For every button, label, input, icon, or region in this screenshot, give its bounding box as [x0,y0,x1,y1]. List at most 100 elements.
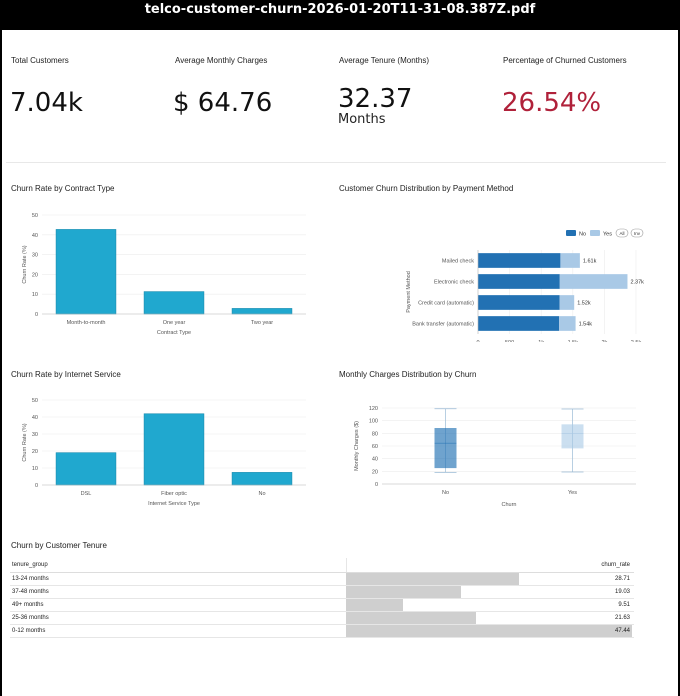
internet-churn-chart: 0 10 20 30 40 50 DSL Fiber optic No Internet Serv… [22,398,306,507]
table-row: 25-36 months 21.63 [10,612,634,625]
avg-tenure-unit: Months [338,112,386,127]
table-row: 0-12 months 47.44 [10,625,634,638]
churn-rate-bar-cell [346,586,632,598]
contract-bar [231,308,293,315]
churn-rate-bar-cell [346,625,632,637]
charges-x-axis-title: Churn [502,502,517,508]
charges-ytick-label: 20 [372,469,378,475]
churn-rate-cell: 47.44 [614,628,630,634]
pct-churn-label: Percentage of Churned Customers [503,56,627,65]
internet-ytick-label: 10 [32,466,38,472]
legend-no-label: No [579,232,586,238]
total-customers-label: Total Customers [11,56,69,65]
table-body: 13-24 months 28.71 37-48 months 19.03 49+ mo… [10,573,634,638]
payment-y-axis-title: Payment Method [406,271,412,313]
internet-chart-title: Churn Rate by Internet Service [11,370,121,379]
charges-ytick-label: 80 [372,431,378,437]
internet-ytick-label: 40 [32,415,38,421]
contract-ytick-label: 40 [32,233,38,239]
total-customers-value: 7.04k [10,88,83,118]
avg-monthly-value: $ 64.76 [173,88,273,118]
tenure-group-cell: 0-12 months [12,628,46,634]
churn-rate-cell: 28.71 [614,576,630,582]
churn-rate-bar-cell [346,573,632,585]
legend-button-all [615,228,629,238]
payment-bar-yes [559,295,575,310]
contract-xtick-label: Month-to-month [67,320,106,326]
tenure-group-cell: 13-24 months [12,576,49,582]
header-bar-cell [346,558,633,572]
legend-button-inv [630,228,644,238]
contract-y-axis-title: Churn Rate (%) [22,245,28,283]
charges-ytick-label: 40 [372,457,378,463]
charges-ytick-label: 100 [369,419,378,425]
internet-ytick-label: 20 [32,449,38,455]
table-row: 37-48 months 19.03 [10,586,634,599]
internet-x-axis-title: Internet Service Type [148,501,200,507]
contract-ytick-label: 0 [35,312,38,318]
payment-ytick-label: Credit card (automatic) [418,301,474,307]
churn-rate-bar [346,573,520,585]
tenure-group-header[interactable]: tenure_group [12,562,48,568]
churn-rate-header[interactable]: churn_rate [601,562,630,568]
legend-button-label: All [619,231,624,236]
contract-ytick-label: 20 [32,272,38,278]
charges-ytick-label: 120 [369,406,378,412]
internet-bar [55,452,117,486]
contract-ytick-label: 10 [32,292,38,298]
avg-tenure-value: 32.37 [338,84,413,114]
payment-bar-yes [559,316,576,331]
charges-box-chart: 0 20 40 60 80 100 120 No Yes Churn Monthly Charges… [354,406,636,508]
churn-rate-bar [346,625,632,637]
payment-ytick-label: Electronic check [434,280,474,286]
payment-bar-no [478,274,560,289]
payment-xtick-label: 0 [476,340,479,342]
churn-rate-cell: 21.63 [614,615,630,621]
avg-monthly-label: Average Monthly Charges [175,56,268,65]
payment-total-label: 1.52k [577,301,591,307]
internet-xtick-label: DSL [81,491,92,497]
payment-churn-chart: No Yes All Inv 0 500 1k 1.5k 2k 2.5k 1.61k Mailed c… [406,228,644,342]
contract-churn-chart: 0 10 20 30 40 50 Month-to-month One year Two yea… [22,213,306,336]
contract-bar [143,291,205,315]
payment-bar-no [478,295,560,310]
internet-ytick-label: 0 [35,483,38,489]
contract-bar [55,229,117,315]
charges-ytick-label: 0 [375,482,378,488]
internet-bar [231,472,293,486]
payment-bar-yes [559,274,628,289]
internet-ytick-label: 30 [32,432,38,438]
pct-churn-value: 26.54% [502,88,602,118]
charges-ytick-label: 60 [372,444,378,450]
payment-xtick-label: 2.5k [631,340,642,342]
tenure-table-title: Churn by Customer Tenure [11,541,107,550]
internet-ytick-label: 50 [32,398,38,404]
payment-bar-yes [560,253,580,268]
churn-rate-bar [346,599,404,611]
charges-xtick-label: Yes [568,490,577,496]
churn-rate-bar-cell [346,612,632,624]
payment-xtick-label: 2k [601,340,607,342]
payment-chart-title: Customer Churn Distribution by Payment M… [339,184,514,193]
payment-ytick-label: Mailed check [442,259,474,265]
payment-total-label: 1.54k [579,322,593,328]
internet-bar [143,413,205,486]
table-row: 49+ months 9.51 [10,599,634,612]
contract-ytick-label: 50 [32,213,38,219]
kpi-divider [6,162,666,163]
tenure-group-cell: 37-48 months [12,589,49,595]
dashboard-page: Total Customers 7.04k Average Monthly Ch… [2,30,678,696]
contract-xtick-label: One year [163,320,186,326]
charges-box [434,428,457,469]
payment-total-label: 1.61k [583,259,597,265]
contract-chart-title: Churn Rate by Contract Type [11,184,115,193]
churn-rate-cell: 9.51 [618,602,630,608]
payment-xtick-label: 500 [505,340,514,342]
tenure-table: tenure_group churn_rate 13-24 months 28.7… [10,558,634,638]
charges-y-axis-title: Monthly Charges ($) [354,421,360,471]
payment-xtick-label: 1k [538,340,544,342]
contract-x-axis-title: Contract Type [157,330,191,336]
legend-yes-swatch [590,230,600,236]
tenure-group-cell: 25-36 months [12,615,49,621]
contract-xtick-label: Two year [251,320,273,326]
